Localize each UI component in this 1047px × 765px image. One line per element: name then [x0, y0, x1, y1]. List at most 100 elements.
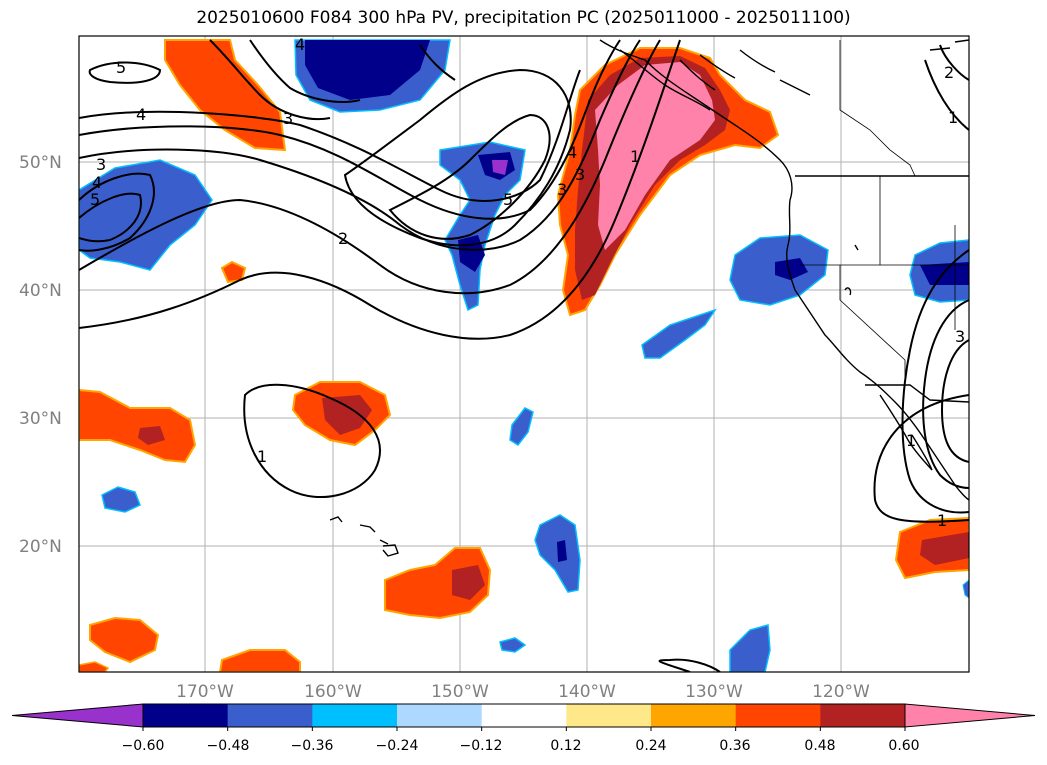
colorbar-segment [312, 704, 398, 727]
pc-region-neg-2 [439, 141, 526, 312]
pc-region-neg-10 [729, 624, 771, 672]
pv-contour-line [873, 394, 969, 523]
pc-region-neg-3 [79, 159, 213, 271]
us-mexico-border [865, 384, 969, 403]
state-border [839, 265, 906, 361]
pv-contour-line [658, 658, 721, 672]
map-frame [79, 36, 969, 672]
colorbar-segment [481, 704, 567, 727]
lat-label-40n: 40°N [19, 281, 62, 301]
pv-contour-line [79, 172, 155, 252]
colorbar-segment [566, 704, 652, 727]
colorbar-tick-labels: −0.60 −0.48 −0.36 −0.24 −0.12 0.12 0.24 … [122, 738, 920, 754]
colorbar-ticks [142, 727, 906, 731]
pc-region-neg-8 [534, 514, 581, 593]
latitude-labels: 50°N 40°N 30°N 20°N [19, 153, 62, 557]
contour-label: 1 [630, 147, 640, 166]
contour-label: 1 [948, 108, 958, 127]
pv-contour-line [922, 299, 969, 489]
north-america-coastline [599, 39, 969, 501]
pc-region-neg-7 [509, 407, 534, 446]
lon-label-130w: 130°W [685, 682, 743, 702]
contour-label: 3 [96, 155, 106, 174]
pc-region-pos-5 [384, 547, 492, 620]
pv-contour-line [79, 69, 581, 202]
contour-label: 1 [906, 431, 916, 450]
contour-label: 4 [92, 173, 102, 192]
pv-contour-line [388, 113, 551, 240]
contour-label: 4 [567, 143, 577, 162]
positive-pc-regions [79, 39, 969, 672]
colorbar-tick-label: −0.48 [207, 738, 250, 754]
pv-contour-line [79, 192, 142, 243]
pc-region-pos-10 [79, 661, 110, 672]
colorbar-tick-label: −0.12 [460, 738, 503, 754]
pv-contour-line [419, 44, 456, 81]
contour-label: 1 [257, 447, 267, 466]
pv-contour-line [940, 339, 969, 463]
lon-label-160w: 160°W [304, 682, 362, 702]
pv-contour-line [243, 383, 381, 498]
lon-label-120w: 120°W [812, 682, 870, 702]
pv-contour-line [924, 59, 969, 131]
lon-label-150w: 150°W [431, 682, 489, 702]
lon-label-170w: 170°W [176, 682, 234, 702]
pv-contour-line [88, 61, 162, 84]
pv-contour-line [249, 39, 361, 103]
colorbar-tick-label: 0.36 [719, 738, 750, 754]
pc-region-neg-12 [962, 579, 969, 599]
colorbar-tick-label: 0.48 [804, 738, 835, 754]
island [844, 244, 859, 296]
colorbar: −0.60 −0.48 −0.36 −0.24 −0.12 0.12 0.24 … [11, 703, 1036, 754]
contour-label: 1 [937, 511, 947, 530]
alaska-coast [619, 49, 736, 111]
contour-label: 3 [283, 109, 293, 128]
negative-pc-regions [79, 39, 969, 672]
contour-label: 2 [338, 229, 348, 248]
colorbar-tick-label: −0.60 [122, 738, 165, 754]
colorbar-extend-max [904, 703, 1036, 728]
pv-contour-line [901, 249, 969, 514]
colorbar-tick-label: −0.36 [291, 738, 334, 754]
colorbar-tick-label: −0.24 [376, 738, 419, 754]
longitude-labels: 170°W 160°W 150°W 140°W 130°W 120°W [176, 682, 870, 702]
pc-region-pos-5-core [452, 565, 485, 600]
contour-label: 5 [116, 58, 126, 77]
island [929, 39, 969, 51]
pc-region-neg-2-core2 [492, 160, 508, 175]
colorbar-segment [397, 704, 483, 727]
pc-region-pos-2 [164, 39, 287, 152]
lat-label-30n: 30°N [19, 409, 62, 429]
pv-contour-line [209, 39, 331, 121]
pc-region-pos-3-core [322, 395, 372, 435]
colorbar-tick-label: 0.60 [888, 738, 919, 754]
baja-california-coastline [879, 394, 933, 471]
pc-region-neg-6 [641, 308, 717, 359]
colorbar-tick-label: 0.24 [635, 738, 666, 754]
pv-contours [79, 39, 969, 672]
lat-label-20n: 20°N [19, 537, 62, 557]
pv-contour-line [79, 39, 621, 220]
pc-region-neg-9 [101, 486, 141, 513]
map-title: 2025010600 F084 300 hPa PV, precipitatio… [196, 8, 851, 28]
pc-region-neg-1-core [305, 40, 430, 100]
colorbar-segment [143, 704, 229, 727]
colorbar-segment [820, 704, 906, 727]
contour-labels: 5 4 3 4 5 4 3 2 3 5 1 1 1 3 4 3 2 1 1 [90, 35, 965, 530]
colorbar-segment [227, 704, 313, 727]
pc-region-neg-8-core [557, 540, 567, 562]
pc-region-pos-6-core [920, 532, 969, 565]
pv-contour-line [79, 39, 681, 340]
pc-region-neg-11 [499, 637, 527, 653]
contour-label: 5 [503, 190, 513, 209]
colorbar-tick-label: 0.12 [550, 738, 581, 754]
contour-label: 3 [557, 180, 567, 199]
contour-label: 4 [295, 35, 305, 54]
pc-region-pos-4-core [138, 426, 165, 445]
pc-region-pos-9 [220, 260, 247, 284]
contour-label: 4 [136, 105, 146, 124]
colorbar-segment [651, 704, 737, 727]
canada-province-border [839, 40, 916, 177]
pv-contour-line [343, 68, 572, 247]
